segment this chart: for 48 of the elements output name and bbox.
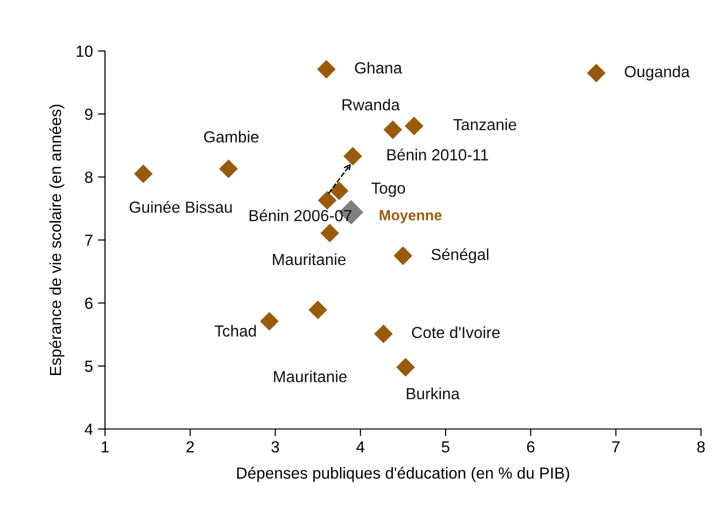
annotation: Gambie <box>204 130 258 143</box>
point <box>395 357 416 378</box>
x-tick-label: 8 <box>697 441 705 453</box>
point <box>328 180 350 202</box>
annotation: Rwanda <box>342 98 400 110</box>
point <box>342 146 363 166</box>
annotation: Cote d'Ivoire <box>412 326 500 338</box>
annotation: Guinée Bissau <box>130 200 232 213</box>
annotation: Tanzanie <box>453 118 516 130</box>
x-axis-title: Dépenses publiques d'éducation (en % du PIB) <box>237 466 570 482</box>
y-tick-label: 9 <box>85 108 92 120</box>
y-tick-label: 8 <box>85 172 92 183</box>
x-tick-label: 5 <box>442 441 450 453</box>
point <box>317 190 338 210</box>
point <box>320 222 340 244</box>
series-label: Moyenne <box>380 210 442 224</box>
y-tick-label: 6 <box>85 298 92 309</box>
annotation: Burkina <box>406 388 460 400</box>
y-tick-label: 4 <box>84 424 93 435</box>
point <box>316 59 337 80</box>
annotation: Mauritanie <box>274 370 347 382</box>
x-tick-label: 1 <box>102 441 109 452</box>
y-tick-label: 5 <box>84 360 93 372</box>
point <box>259 311 280 332</box>
annotation: Togo <box>371 182 406 197</box>
annotation: Bénin 2006-07 <box>250 209 352 222</box>
point <box>382 120 403 140</box>
y-axis-title: Espérance de vie scolaire (en années) <box>49 104 64 375</box>
y-tick-label: 10 <box>76 46 93 57</box>
x-tick-label: 6 <box>527 441 534 453</box>
point <box>586 62 606 84</box>
point <box>373 324 394 344</box>
x-tick-label: 4 <box>356 441 364 452</box>
point <box>218 158 239 179</box>
annotation: Ouganda <box>624 66 690 80</box>
x-tick-label: 7 <box>612 441 620 452</box>
annotation: Mauritanie <box>272 253 346 266</box>
point <box>392 246 414 266</box>
x-tick-label: 2 <box>186 441 194 452</box>
annotation: Sénégal <box>432 248 488 264</box>
y-tick-label: 7 <box>85 234 92 246</box>
annotation: Ghana <box>354 62 402 74</box>
point <box>308 300 328 320</box>
point <box>404 116 424 136</box>
annotation: Tchad <box>214 324 256 337</box>
point <box>133 164 154 184</box>
annotation: Bénin 2010-11 <box>387 148 488 160</box>
x-tick-label: 3 <box>271 441 280 453</box>
